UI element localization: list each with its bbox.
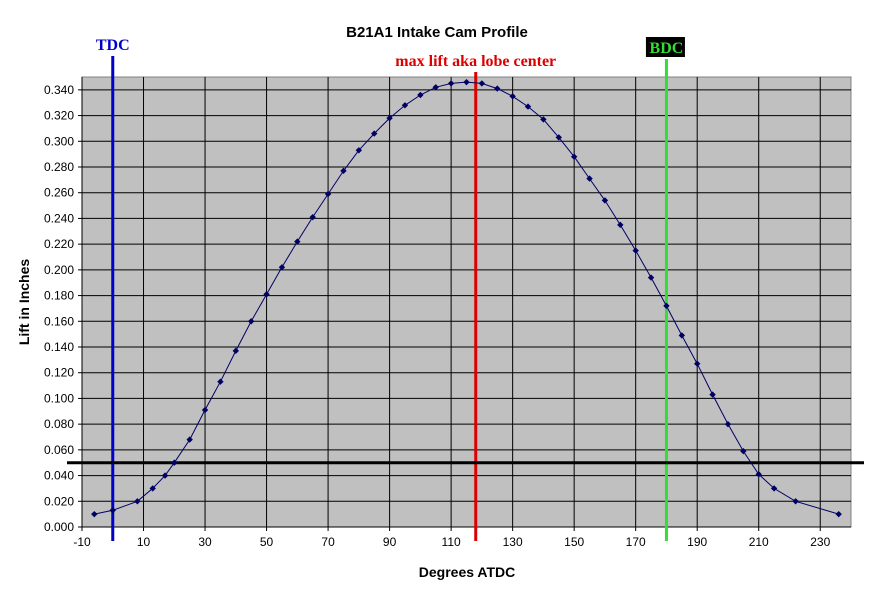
annotations: TDC max lift aka lobe center BDC: [96, 37, 685, 70]
data-point: [149, 485, 156, 492]
annotation-label: BDC: [650, 40, 684, 57]
y-tick-label: 0.060: [44, 443, 74, 457]
gridlines: [81, 77, 851, 528]
data-point: [586, 175, 593, 182]
x-tick-label: 150: [564, 535, 584, 549]
y-tick-label: 0.020: [44, 494, 74, 508]
data-point: [524, 103, 532, 110]
data-point: [540, 116, 547, 123]
y-tick-label: 0.140: [44, 340, 74, 354]
data-point: [247, 318, 255, 325]
data-point: [617, 221, 624, 229]
data-point: [340, 167, 347, 175]
data-point: [186, 436, 193, 443]
x-tick-label: 210: [749, 535, 769, 549]
annotation-label-background: [645, 37, 685, 57]
y-tick-label: 0.340: [44, 83, 74, 97]
x-tick-label: 190: [687, 535, 707, 549]
x-tick-label: 10: [137, 535, 151, 549]
data-point: [478, 80, 486, 87]
x-tick-label: 50: [260, 535, 274, 549]
y-tick-label: 0.220: [44, 237, 74, 251]
x-tick-label: -10: [73, 535, 91, 549]
data-point: [401, 102, 409, 109]
data-point: [724, 420, 732, 428]
data-point: [570, 153, 578, 160]
data-point: [792, 498, 799, 505]
data-point: [709, 391, 716, 398]
x-tick-label: 110: [442, 535, 461, 549]
data-point: [294, 238, 301, 245]
reference-lines: [67, 56, 864, 541]
data-point: [740, 447, 747, 455]
y-tick-label: 0.260: [44, 186, 74, 200]
y-tick-label: 0.100: [44, 391, 74, 405]
y-tick-label: 0.180: [44, 289, 74, 303]
data-point: [601, 197, 609, 204]
data-point: [201, 406, 209, 414]
y-tick-label: 0.000: [44, 520, 74, 534]
data-point: [171, 459, 178, 466]
data-point: [755, 471, 762, 478]
data-point: [555, 134, 562, 141]
data-point: [355, 147, 363, 154]
data-point: [232, 347, 239, 355]
chart-title: B21A1 Intake Cam Profile: [346, 24, 528, 41]
data-point: [432, 84, 439, 91]
data-point: [217, 378, 224, 385]
data-point: [663, 302, 670, 310]
data-point: [109, 507, 116, 514]
y-tick-label: 0.240: [44, 211, 74, 225]
series-group: [91, 78, 842, 518]
data-point: [678, 332, 686, 339]
y-tick-label: 0.320: [44, 109, 74, 123]
x-tick-label: 170: [626, 535, 646, 549]
x-tick-label: 30: [198, 535, 212, 549]
data-point: [324, 190, 332, 198]
data-point: [91, 510, 98, 518]
y-tick-label: 0.040: [44, 469, 74, 483]
y-tick-label: 0.120: [44, 366, 74, 380]
x-tick-label: 90: [383, 535, 397, 549]
data-point: [694, 360, 701, 367]
data-point: [770, 485, 778, 492]
data-point: [309, 213, 316, 221]
data-point: [386, 114, 393, 122]
data-point: [263, 291, 270, 298]
y-tick-label: 0.200: [44, 263, 74, 277]
data-point: [494, 85, 501, 92]
data-point: [371, 130, 378, 137]
tick-labels: 0.000 0.020 0.040 0.060 0.080 0.100 0.120 0.140…: [44, 83, 831, 549]
data-point: [463, 78, 470, 86]
x-tick-label: 70: [321, 535, 335, 549]
annotation-label: TDC: [96, 37, 130, 54]
data-point: [134, 498, 141, 505]
data-point: [417, 91, 424, 99]
data-point: [835, 510, 842, 518]
data-point: [447, 80, 455, 87]
y-axis-title: Lift in Inches: [16, 259, 32, 346]
data-point: [647, 274, 655, 281]
plot-area: [81, 76, 852, 528]
y-tick-label: 0.080: [44, 417, 74, 431]
annotation-label: max lift aka lobe center: [395, 53, 556, 70]
y-tick-label: 0.300: [44, 134, 74, 148]
x-axis-title: Degrees ATDC: [419, 564, 515, 580]
x-tick-label: 130: [503, 535, 523, 549]
y-tick-label: 0.160: [44, 314, 74, 328]
x-tick-label: 230: [810, 535, 830, 549]
data-point: [509, 93, 516, 100]
data-point: [278, 264, 286, 271]
y-tick-label: 0.280: [44, 160, 74, 174]
data-point: [161, 472, 169, 479]
data-point: [632, 247, 639, 254]
